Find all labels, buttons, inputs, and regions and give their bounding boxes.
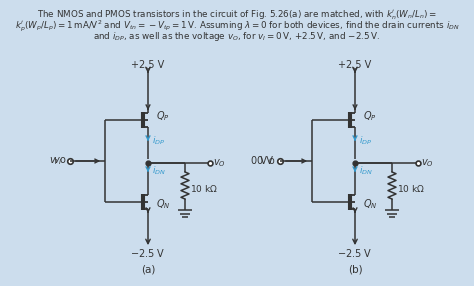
Text: $v_I$: $v_I$: [54, 155, 63, 167]
Text: $v_O$: $v_O$: [213, 157, 226, 169]
Text: $k_p^{\prime}(W_p/L_p)=1\,\mathrm{mA/V}^2$ and $V_{tn}=-V_{tp}=1\,\mathrm{V}$. A: $k_p^{\prime}(W_p/L_p)=1\,\mathrm{mA/V}^…: [15, 19, 459, 35]
Text: $i_{DN}$: $i_{DN}$: [152, 165, 166, 177]
Text: +2.5 V: +2.5 V: [131, 60, 164, 70]
Text: 0 V o: 0 V o: [251, 156, 277, 166]
Text: $Q_N$: $Q_N$: [363, 197, 378, 211]
Text: $-2.5$ V: $-2.5$ V: [130, 247, 166, 259]
Text: $i_{DP}$: $i_{DP}$: [359, 135, 372, 147]
Text: $v_I$ o: $v_I$ o: [49, 155, 67, 167]
Text: 10 k$\Omega$: 10 k$\Omega$: [397, 182, 425, 194]
Text: 10 k$\Omega$: 10 k$\Omega$: [190, 182, 218, 194]
Text: +2.5 V: +2.5 V: [338, 60, 372, 70]
Text: (a): (a): [141, 265, 155, 275]
Text: $-2.5$ V: $-2.5$ V: [337, 247, 373, 259]
Text: $v_O$: $v_O$: [421, 157, 434, 169]
Text: $i_{DP}$: $i_{DP}$: [152, 135, 165, 147]
Text: 0 V: 0 V: [257, 156, 273, 166]
Text: $i_{DN}$: $i_{DN}$: [359, 165, 373, 177]
Text: $Q_N$: $Q_N$: [156, 197, 171, 211]
Text: (b): (b): [348, 265, 362, 275]
Text: The NMOS and PMOS transistors in the circuit of Fig. 5.26(a) are matched, with $: The NMOS and PMOS transistors in the cir…: [37, 8, 437, 21]
Text: $Q_P$: $Q_P$: [156, 109, 170, 123]
Text: and $i_{DP}$, as well as the voltage $v_O$, for $v_I=0\,\mathrm{V}$, $+2.5\,\mat: and $i_{DP}$, as well as the voltage $v_…: [93, 30, 381, 43]
Text: $Q_P$: $Q_P$: [363, 109, 377, 123]
